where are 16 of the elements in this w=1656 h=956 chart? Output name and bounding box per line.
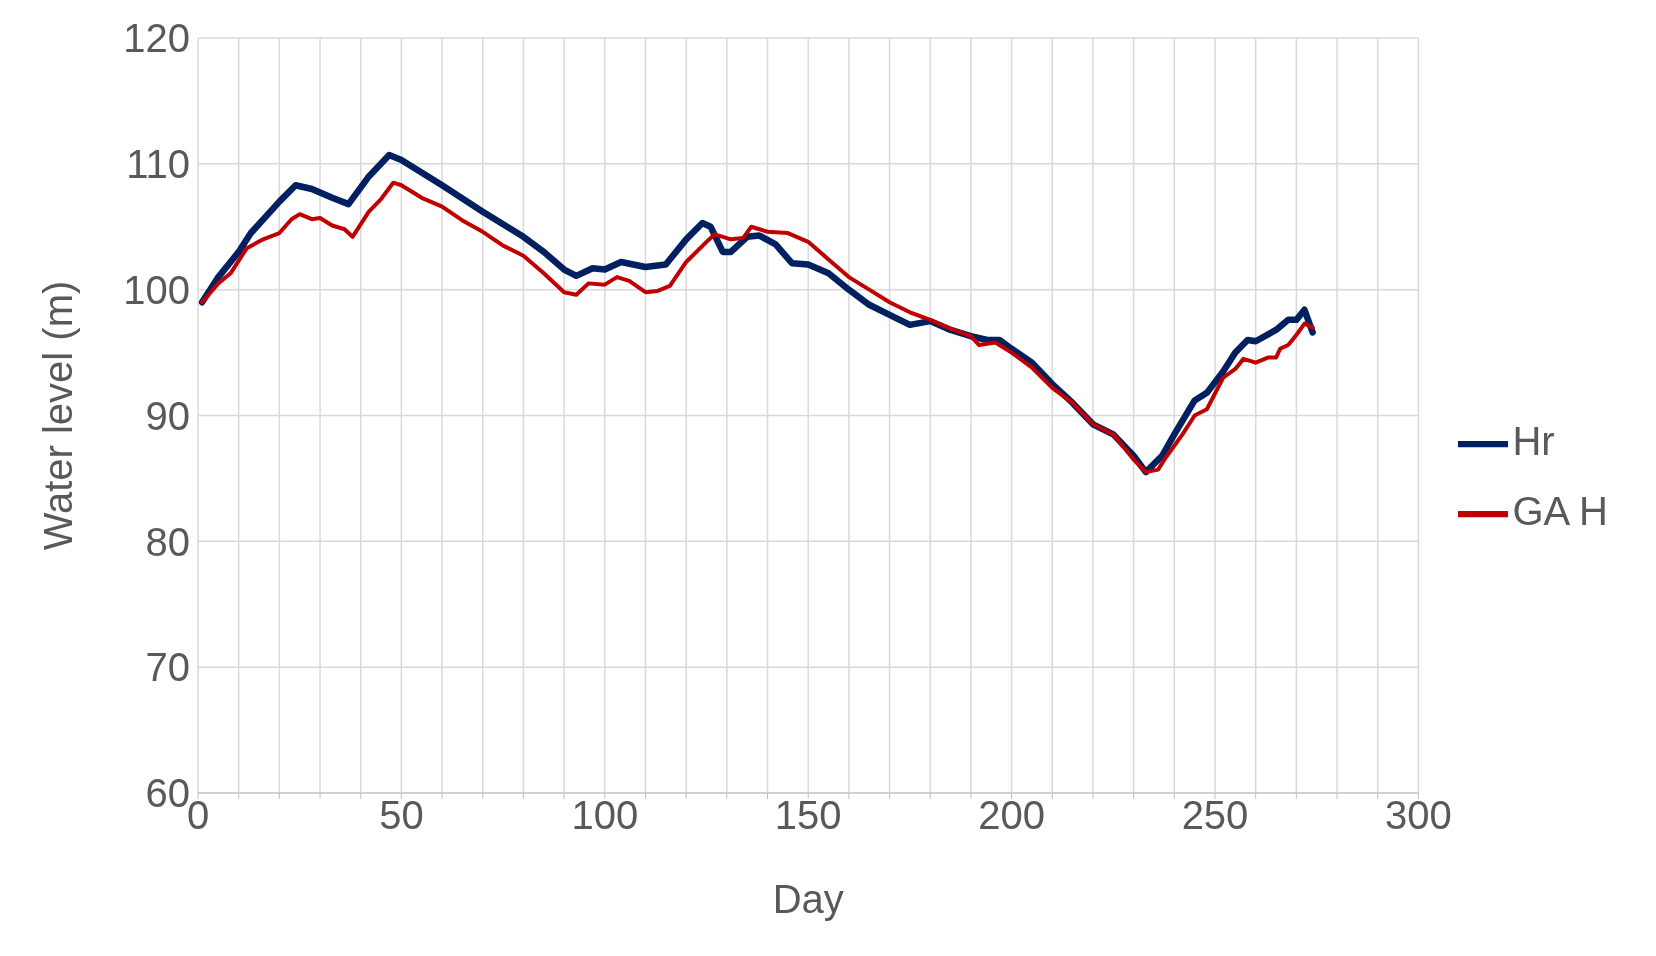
y-tick-label: 100 xyxy=(123,267,190,312)
x-axis-title: Day xyxy=(772,877,844,921)
x-tick-label: 250 xyxy=(1181,793,1249,838)
x-tick-label: 100 xyxy=(571,793,639,838)
x-tick-label: 150 xyxy=(774,793,842,838)
y-tick-label: 80 xyxy=(145,519,190,564)
y-tick-label: 70 xyxy=(145,645,190,690)
y-tick-label: 90 xyxy=(145,393,190,438)
y-axis-title: Water level (m) xyxy=(36,280,81,551)
legend-label: Hr xyxy=(1512,418,1555,463)
x-tick-label: 200 xyxy=(978,793,1045,838)
x-tick-label: 300 xyxy=(1385,793,1452,838)
legend-label: GA H xyxy=(1512,488,1608,533)
x-tick-label: 50 xyxy=(379,793,424,838)
y-tick-label: 110 xyxy=(126,142,190,187)
y-tick-label: 120 xyxy=(123,16,190,61)
